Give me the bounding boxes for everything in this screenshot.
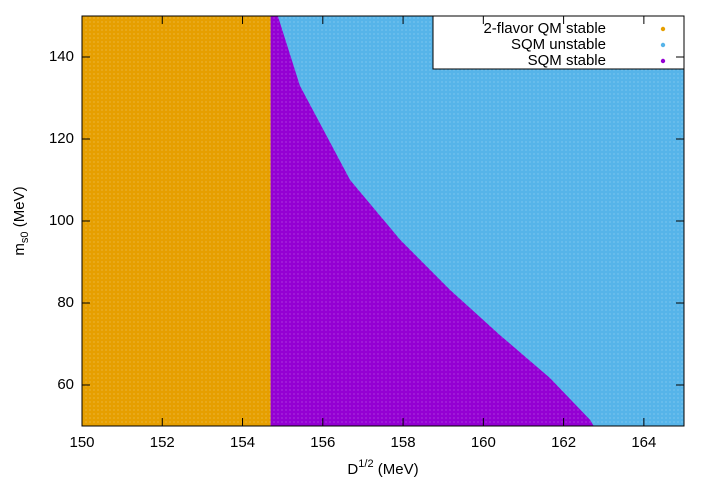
y-tick-label: 100 [49,212,74,229]
y-tick-label: 80 [57,294,74,311]
legend-label: 2-flavor QM stable [483,20,606,37]
x-tick-label: 160 [471,434,496,451]
legend-marker [660,26,666,32]
legend-box [432,15,685,70]
x-tick-label: 158 [391,434,416,451]
x-tick-label: 164 [631,434,656,451]
legend-label: SQM unstable [511,36,606,53]
y-axis-label: ms0 (MeV) [11,186,31,255]
x-tick-label: 154 [230,434,255,451]
x-tick-label: 156 [310,434,335,451]
y-tick-label: 60 [57,376,74,393]
y-tick-label: 140 [49,48,74,65]
x-tick-label: 162 [551,434,576,451]
x-tick-label: 150 [69,434,94,451]
legend-marker [660,58,666,64]
legend-marker [660,42,666,48]
x-axis-label: D1/2 (MeV) [347,458,418,478]
dot-texture [82,16,684,426]
legend-label: SQM stable [528,52,606,69]
x-tick-label: 152 [150,434,175,451]
y-tick-label: 120 [49,130,74,147]
